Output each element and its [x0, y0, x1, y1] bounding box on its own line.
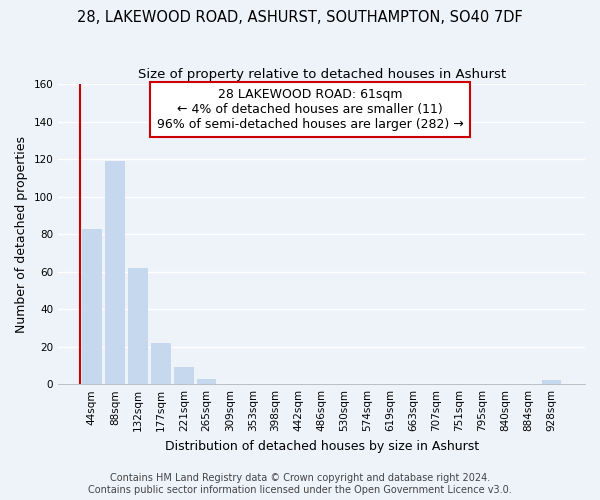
- Bar: [151, 343, 170, 384]
- Bar: [82, 228, 101, 384]
- Text: 28 LAKEWOOD ROAD: 61sqm
← 4% of detached houses are smaller (11)
96% of semi-det: 28 LAKEWOOD ROAD: 61sqm ← 4% of detached…: [157, 88, 463, 131]
- Y-axis label: Number of detached properties: Number of detached properties: [15, 136, 28, 333]
- Text: 28, LAKEWOOD ROAD, ASHURST, SOUTHAMPTON, SO40 7DF: 28, LAKEWOOD ROAD, ASHURST, SOUTHAMPTON,…: [77, 10, 523, 25]
- Bar: [197, 378, 217, 384]
- X-axis label: Distribution of detached houses by size in Ashurst: Distribution of detached houses by size …: [164, 440, 479, 452]
- Bar: [174, 368, 194, 384]
- Text: Contains HM Land Registry data © Crown copyright and database right 2024.
Contai: Contains HM Land Registry data © Crown c…: [88, 474, 512, 495]
- Bar: [542, 380, 561, 384]
- Bar: [105, 162, 125, 384]
- Title: Size of property relative to detached houses in Ashurst: Size of property relative to detached ho…: [137, 68, 506, 80]
- Bar: [128, 268, 148, 384]
